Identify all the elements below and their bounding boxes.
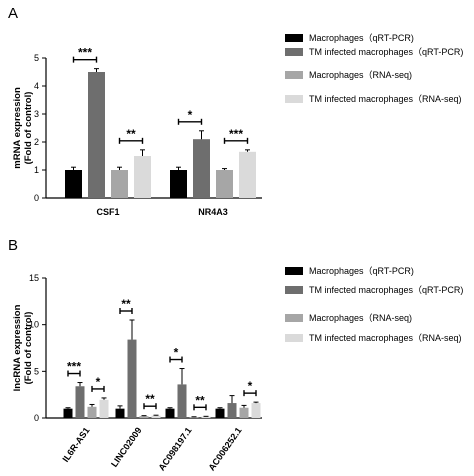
bar [165, 408, 175, 418]
y-axis-title-2: (Fold of control) [23, 92, 34, 165]
significance-label: *** [229, 127, 243, 141]
significance-label: * [96, 375, 101, 389]
category-label: NR4A3 [198, 207, 228, 217]
legend-swatch [285, 267, 303, 275]
legend-label: TM infected macrophages（qRT-PCR) [309, 285, 463, 295]
category-label: LINC02009 [109, 425, 144, 468]
bar [177, 384, 187, 418]
bar [216, 170, 233, 198]
category-label: IL6R-AS1 [60, 425, 91, 464]
bar [99, 399, 109, 418]
y-tick-label: 0 [34, 193, 39, 203]
bar [65, 170, 82, 198]
legend-label: TM infected macrophages（qRT-PCR) [309, 47, 463, 57]
y-axis-title-2: (Fold of control) [23, 312, 34, 385]
bar [151, 415, 161, 418]
legend-swatch [285, 95, 303, 103]
legend-swatch [285, 334, 303, 342]
legend-label: Macrophages（RNA-seq) [309, 70, 412, 80]
y-tick-label: 4 [34, 81, 39, 91]
y-tick-label: 15 [29, 273, 39, 283]
panel-letter: B [8, 237, 18, 254]
category-label: AC006252.1 [206, 425, 243, 472]
significance-label: * [248, 379, 253, 393]
legend-label: TM infected macrophages（RNA-seq) [309, 333, 462, 343]
bar [193, 139, 210, 198]
legend-swatch [285, 71, 303, 79]
bar [134, 156, 151, 198]
bar [127, 339, 137, 418]
bar [111, 170, 128, 198]
category-label: AC098197.1 [156, 425, 193, 472]
legend-swatch [285, 286, 303, 294]
significance-label: ** [195, 393, 205, 407]
bar [63, 408, 73, 418]
significance-label: *** [67, 360, 81, 374]
y-axis-title: lncRNA expression [12, 304, 23, 391]
significance-label: * [188, 108, 193, 122]
bar [227, 403, 237, 418]
bar [239, 151, 256, 198]
significance-label: *** [78, 46, 92, 60]
significance-label: * [174, 346, 179, 360]
significance-label: ** [121, 297, 131, 311]
legend-label: Macrophages（qRT-PCR) [309, 266, 414, 276]
y-tick-label: 1 [34, 165, 39, 175]
y-tick-label: 10 [29, 320, 39, 330]
bar [75, 386, 85, 418]
panel-b: B 0 5 10 15 lncRNA expression (Fold of control… [8, 237, 463, 473]
category-label: CSF1 [96, 207, 119, 217]
legend-swatch [285, 314, 303, 322]
bar [239, 407, 249, 418]
legend-label: Macrophages（qRT-PCR) [309, 33, 414, 43]
legend-swatch [285, 34, 303, 42]
bar [201, 416, 211, 418]
y-tick-label: 2 [34, 137, 39, 147]
y-tick-label: 0 [34, 413, 39, 423]
bar [139, 416, 149, 418]
y-tick-label: 5 [34, 366, 39, 376]
bar [88, 72, 105, 198]
bar [115, 408, 125, 418]
y-tick-label: 5 [34, 53, 39, 63]
bar [87, 406, 97, 418]
legend-label: Macrophages（RNA-seq) [309, 313, 412, 323]
legend-swatch [285, 48, 303, 56]
significance-label: ** [145, 392, 155, 406]
panel-letter: A [8, 5, 18, 22]
bar [170, 170, 187, 198]
y-axis-title: mRNA expression [12, 87, 23, 169]
y-tick-label: 3 [34, 109, 39, 119]
bar [251, 403, 261, 418]
bar [189, 417, 199, 418]
panel-a: A 0 1 2 3 4 5 mRNA expression (Fold of control) C… [8, 5, 463, 217]
legend-label: TM infected macrophages（RNA-seq) [309, 94, 462, 104]
bar [215, 408, 225, 418]
significance-label: ** [126, 127, 136, 141]
